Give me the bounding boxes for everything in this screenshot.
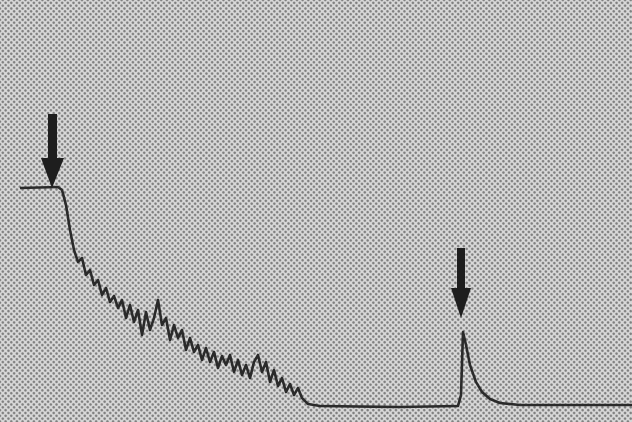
recorder-trace (19, 185, 632, 409)
arrow-left (41, 114, 64, 188)
arrow-right (451, 248, 471, 318)
